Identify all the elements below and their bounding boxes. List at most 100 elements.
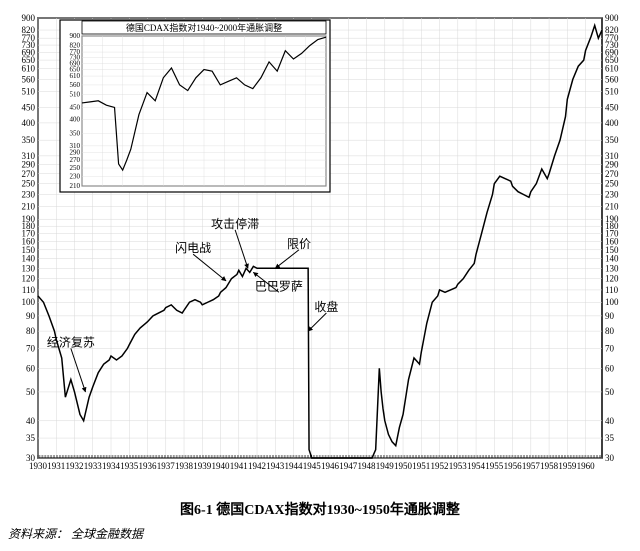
svg-text:900: 900 <box>22 13 36 23</box>
svg-text:110: 110 <box>22 285 36 295</box>
svg-text:1960: 1960 <box>577 461 596 471</box>
svg-text:1930: 1930 <box>29 461 48 471</box>
svg-text:1958: 1958 <box>540 461 559 471</box>
svg-text:1942: 1942 <box>248 461 266 471</box>
source-label: 资料来源： <box>8 527 68 541</box>
svg-text:1947: 1947 <box>339 461 358 471</box>
svg-text:1946: 1946 <box>321 461 340 471</box>
svg-text:400: 400 <box>70 116 81 124</box>
svg-text:900: 900 <box>70 32 81 40</box>
svg-text:820: 820 <box>605 25 619 35</box>
svg-text:1940: 1940 <box>212 461 231 471</box>
svg-text:190: 190 <box>605 214 619 224</box>
svg-text:110: 110 <box>605 285 619 295</box>
svg-text:290: 290 <box>70 149 81 157</box>
figure-source: 资料来源： 全球金融数据 <box>8 525 632 542</box>
svg-text:30: 30 <box>605 453 615 463</box>
svg-text:70: 70 <box>26 343 36 353</box>
svg-text:230: 230 <box>70 173 81 181</box>
svg-text:130: 130 <box>605 263 619 273</box>
svg-text:90: 90 <box>605 311 615 321</box>
svg-text:1953: 1953 <box>449 461 468 471</box>
svg-text:闪电战: 闪电战 <box>175 241 211 255</box>
svg-text:310: 310 <box>22 151 36 161</box>
svg-text:310: 310 <box>605 151 619 161</box>
svg-text:限价: 限价 <box>287 237 311 251</box>
svg-text:290: 290 <box>605 160 619 170</box>
svg-text:350: 350 <box>605 135 619 145</box>
svg-text:250: 250 <box>70 164 81 172</box>
svg-text:510: 510 <box>22 86 36 96</box>
svg-text:560: 560 <box>605 74 619 84</box>
svg-text:60: 60 <box>605 363 615 373</box>
svg-text:400: 400 <box>22 118 36 128</box>
svg-text:140: 140 <box>22 254 36 264</box>
svg-text:35: 35 <box>605 433 615 443</box>
svg-text:德国CDAX指数对1940~2000年通胀调整: 德国CDAX指数对1940~2000年通胀调整 <box>126 22 282 33</box>
svg-text:1937: 1937 <box>157 461 176 471</box>
svg-text:1944: 1944 <box>285 461 304 471</box>
svg-text:510: 510 <box>70 91 81 99</box>
svg-text:1934: 1934 <box>102 461 121 471</box>
svg-text:510: 510 <box>605 86 619 96</box>
svg-text:1932: 1932 <box>66 461 84 471</box>
svg-text:100: 100 <box>605 297 619 307</box>
svg-text:1939: 1939 <box>193 461 212 471</box>
svg-text:190: 190 <box>22 214 36 224</box>
svg-text:210: 210 <box>22 201 36 211</box>
svg-text:1943: 1943 <box>266 461 285 471</box>
svg-text:310: 310 <box>70 142 81 150</box>
svg-text:90: 90 <box>26 311 36 321</box>
svg-text:经济复苏: 经济复苏 <box>47 334 95 349</box>
svg-text:230: 230 <box>605 189 619 199</box>
svg-text:1951: 1951 <box>412 461 430 471</box>
svg-text:450: 450 <box>605 103 619 113</box>
svg-text:270: 270 <box>605 169 619 179</box>
svg-text:巴巴罗萨: 巴巴罗萨 <box>255 279 303 293</box>
svg-text:1955: 1955 <box>485 461 504 471</box>
svg-text:80: 80 <box>26 326 36 336</box>
svg-text:1948: 1948 <box>358 461 377 471</box>
figure-caption: 图6-1 德国CDAX指数对1930~1950年通胀调整 <box>8 499 632 519</box>
svg-text:1936: 1936 <box>139 461 158 471</box>
svg-text:900: 900 <box>605 13 619 23</box>
svg-text:560: 560 <box>70 81 81 89</box>
svg-text:80: 80 <box>605 326 615 336</box>
svg-text:1950: 1950 <box>394 461 413 471</box>
svg-text:450: 450 <box>70 103 81 111</box>
svg-text:350: 350 <box>70 129 81 137</box>
svg-text:130: 130 <box>22 263 36 273</box>
svg-text:1941: 1941 <box>230 461 248 471</box>
svg-text:1957: 1957 <box>522 461 541 471</box>
svg-text:250: 250 <box>605 179 619 189</box>
svg-text:140: 140 <box>605 254 619 264</box>
svg-text:230: 230 <box>22 189 36 199</box>
source-value: 全球金融数据 <box>71 527 143 541</box>
svg-text:收盘: 收盘 <box>314 299 338 314</box>
svg-text:1949: 1949 <box>376 461 395 471</box>
svg-text:1933: 1933 <box>84 461 103 471</box>
svg-text:820: 820 <box>70 42 81 50</box>
svg-text:攻击停滞: 攻击停滞 <box>211 216 259 231</box>
svg-text:1938: 1938 <box>175 461 194 471</box>
svg-text:40: 40 <box>26 416 36 426</box>
svg-text:50: 50 <box>26 387 36 397</box>
svg-text:1935: 1935 <box>120 461 139 471</box>
svg-text:120: 120 <box>605 274 619 284</box>
svg-text:1956: 1956 <box>504 461 523 471</box>
svg-text:50: 50 <box>605 387 615 397</box>
svg-text:450: 450 <box>22 103 36 113</box>
svg-text:1945: 1945 <box>303 461 322 471</box>
svg-text:250: 250 <box>22 179 36 189</box>
svg-text:270: 270 <box>22 169 36 179</box>
svg-text:40: 40 <box>605 416 615 426</box>
svg-text:100: 100 <box>22 297 36 307</box>
svg-text:210: 210 <box>70 182 81 190</box>
svg-text:350: 350 <box>22 135 36 145</box>
cdax-figure: 3030353540405050606070708080909010010011… <box>8 8 632 542</box>
svg-text:270: 270 <box>70 156 81 164</box>
svg-text:290: 290 <box>22 160 36 170</box>
svg-text:820: 820 <box>22 25 36 35</box>
svg-text:35: 35 <box>26 433 36 443</box>
main-chart-svg: 3030353540405050606070708080909010010011… <box>8 8 632 488</box>
